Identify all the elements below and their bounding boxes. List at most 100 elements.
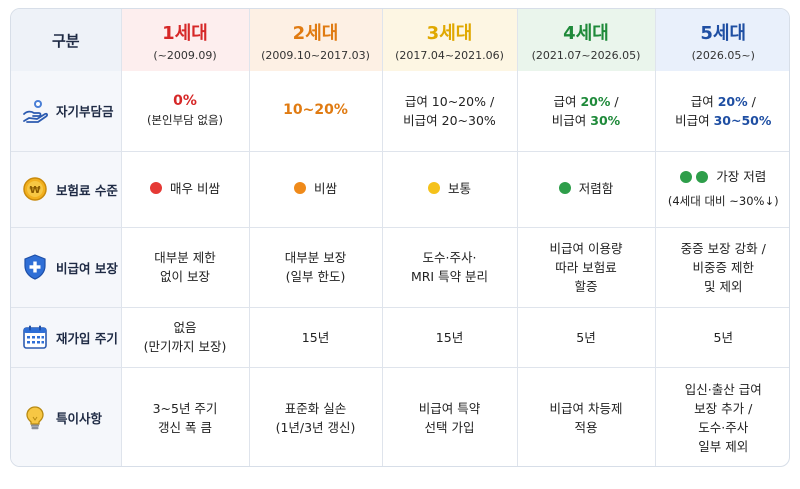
gen5-header: 5세대 (2026.05~): [655, 9, 789, 71]
notes-gen4-l1: 비급여 차등제: [549, 400, 623, 416]
category-header: 구분: [11, 9, 122, 71]
copay-gen1-sub: (본인부담 없음): [146, 112, 224, 127]
premium-gen2-text: 비쌈: [313, 180, 337, 196]
notes-gen5: 입신·출산 급여 보장 추가 / 도수·주사 일부 제외: [655, 367, 789, 466]
copay-gen1: 0% (본인부담 없음): [121, 71, 250, 152]
notes-gen3: 비급여 특약 선택 가입: [382, 367, 518, 466]
gen5-title: 5세대: [700, 22, 747, 44]
copay-gen5-l2b: 30~50%: [713, 112, 772, 128]
renewal-gen4: 5년: [517, 307, 656, 368]
renewal-gen1-l2: (만기까지 보장): [143, 339, 227, 354]
premium-gen5-sub: (4세대 대비 ~30%↓): [667, 193, 779, 208]
notes-gen1-l1: 3~5년 주기: [152, 400, 218, 416]
copay-gen5-l1c: /: [747, 93, 756, 109]
green-dot-icon: [680, 170, 693, 183]
gen4-title: 4세대: [563, 22, 609, 44]
notes-row-header: 특이사항: [11, 367, 122, 466]
premium-row-header: ₩ 보험료 수준: [11, 151, 122, 228]
premium-label: 보험료 수준: [56, 182, 118, 198]
notes-gen4: 비급여 차등제 적용: [517, 367, 656, 466]
notes-gen2-l2: (1년/3년 갱신): [275, 419, 356, 435]
lightbulb-icon: [21, 404, 49, 432]
green-dot-icon: [696, 170, 709, 183]
noncovered-gen5: 중증 보장 강화 / 비중증 제한 및 제외: [655, 227, 789, 308]
copay-gen5: 급여 20% / 비급여 30~50%: [655, 71, 789, 152]
copay-row: 자기부담금 0% (본인부담 없음) 10~20% 급여 10~20% / 비급…: [11, 71, 789, 152]
noncovered-gen4-l1: 비급여 이용량: [549, 240, 623, 256]
notes-gen5-l2: 보장 추가 /: [694, 400, 753, 416]
gen5-period: (2026.05~): [691, 48, 755, 62]
premium-gen1: 매우 비쌈: [121, 151, 250, 228]
noncovered-gen5-l1: 중증 보장 강화 /: [680, 240, 766, 256]
renewal-gen3-text: 15년: [435, 329, 464, 345]
gen3-header: 3세대 (2017.04~2021.06): [382, 9, 518, 71]
renewal-row-header: 재가입 주기: [11, 307, 122, 368]
notes-gen2-l1: 표준화 실손: [284, 400, 347, 416]
noncovered-gen1-l1: 대부분 제한: [154, 250, 216, 265]
svg-text:₩: ₩: [29, 185, 40, 196]
notes-gen1: 3~5년 주기 갱신 폭 큼: [121, 367, 250, 466]
gen1-header: 1세대 (~2009.09): [121, 9, 250, 71]
renewal-gen1: 없음 (만기까지 보장): [121, 307, 250, 368]
noncovered-gen4-l2: 따라 보험료: [555, 259, 617, 275]
copay-row-header: 자기부담금: [11, 71, 122, 152]
renewal-gen4-text: 5년: [576, 329, 596, 345]
gen3-period: (2017.04~2021.06): [395, 48, 504, 62]
noncovered-gen2-l2: (일부 한도): [285, 269, 346, 284]
premium-gen1-text: 매우 비쌈: [170, 180, 220, 196]
gen1-title: 1세대: [162, 22, 208, 44]
notes-gen3-l2: 선택 가입: [424, 419, 475, 435]
gen4-period: (2021.07~2026.05): [531, 48, 641, 62]
category-label: 구분: [51, 31, 80, 50]
renewal-gen2: 15년: [249, 307, 383, 368]
copay-gen1-main: 0%: [173, 92, 197, 109]
copay-gen2: 10~20%: [249, 71, 383, 152]
notes-gen4-l2: 적용: [574, 419, 598, 435]
noncovered-gen2-l1: 대부분 보장: [284, 250, 347, 265]
copay-gen4-l2b: 30%: [590, 112, 621, 128]
noncovered-gen4-l3: 할증: [574, 278, 598, 294]
notes-gen5-l4: 일부 제외: [698, 438, 749, 454]
copay-label: 자기부담금: [56, 104, 114, 120]
copay-gen3: 급여 10~20% / 비급여 20~30%: [382, 71, 518, 152]
generation-comparison-table: 구분 1세대 (~2009.09) 2세대 (2009.10~2017.03) …: [11, 9, 789, 466]
notes-gen5-l1: 입신·출산 급여: [684, 381, 762, 397]
premium-gen3: 보통: [382, 151, 518, 228]
renewal-gen5-text: 5년: [713, 329, 733, 345]
noncovered-gen5-l2: 비중증 제한: [692, 259, 754, 275]
premium-gen4-text: 저렴함: [578, 180, 614, 196]
comparison-table-frame: 구분 1세대 (~2009.09) 2세대 (2009.10~2017.03) …: [10, 8, 790, 467]
shield-plus-icon: [21, 253, 49, 281]
header-row: 구분 1세대 (~2009.09) 2세대 (2009.10~2017.03) …: [11, 9, 789, 71]
copay-gen4-l2a: 비급여: [551, 112, 591, 128]
renewal-gen5: 5년: [655, 307, 789, 368]
calendar-icon: [21, 323, 49, 351]
noncovered-row-header: 비급여 보장: [11, 227, 122, 308]
renewal-gen1-l1: 없음: [173, 320, 197, 335]
noncovered-gen2: 대부분 보장 (일부 한도): [249, 227, 383, 308]
premium-gen5: 가장 저렴 (4세대 대비 ~30%↓): [655, 151, 789, 228]
orange-dot-icon: [293, 182, 306, 195]
copay-gen5-l2a: 비급여: [675, 112, 714, 128]
renewal-row: 재가입 주기 없음 (만기까지 보장) 15년 15년 5년 5년: [11, 307, 789, 368]
renewal-label: 재가입 주기: [56, 330, 118, 346]
premium-row: ₩ 보험료 수준 매우 비쌈 비쌈 보통 저렴함 가장 저렴 (4세대 대비: [11, 151, 789, 228]
renewal-gen3: 15년: [382, 307, 518, 368]
noncovered-gen1-l2: 없이 보장: [160, 269, 210, 284]
copay-gen4-l1b: 20%: [580, 93, 611, 109]
green-dot-icon: [558, 182, 571, 195]
copay-gen2-main: 10~20%: [283, 102, 348, 119]
noncovered-gen3-l1: 도수·주사·: [422, 250, 477, 265]
notes-row: 특이사항 3~5년 주기 갱신 폭 큼 표준화 실손 (1년/3년 갱신) 비급…: [11, 367, 789, 466]
premium-gen5-text: 가장 저렴: [716, 169, 767, 185]
gen2-header: 2세대 (2009.10~2017.03): [249, 9, 383, 71]
notes-gen3-l1: 비급여 특약: [418, 400, 481, 416]
premium-gen3-text: 보통: [447, 180, 471, 196]
gen4-header: 4세대 (2021.07~2026.05): [517, 9, 656, 71]
copay-gen3-line1: 급여 10~20% /: [404, 93, 495, 109]
notes-gen2: 표준화 실손 (1년/3년 갱신): [249, 367, 383, 466]
premium-gen2: 비쌈: [249, 151, 383, 228]
noncovered-gen4: 비급여 이용량 따라 보험료 할증: [517, 227, 656, 308]
gen2-period: (2009.10~2017.03): [261, 48, 370, 62]
copay-gen5-l1a: 급여: [690, 93, 718, 109]
